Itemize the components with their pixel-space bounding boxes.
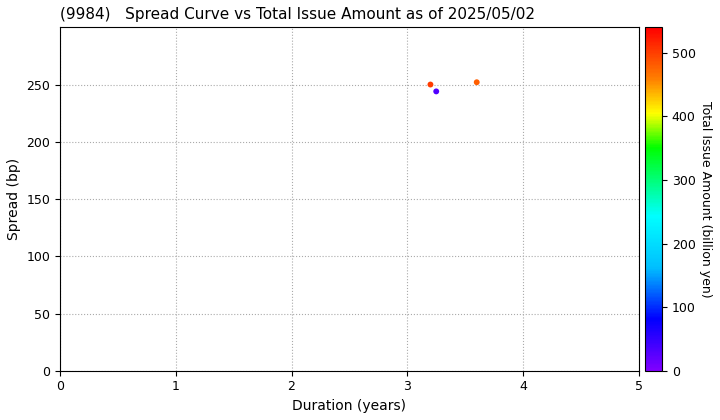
Point	[471, 79, 482, 86]
Y-axis label: Spread (bp): Spread (bp)	[7, 158, 21, 240]
Text: (9984)   Spread Curve vs Total Issue Amount as of 2025/05/02: (9984) Spread Curve vs Total Issue Amoun…	[60, 7, 535, 22]
Point	[425, 81, 436, 88]
Y-axis label: Total Issue Amount (billion yen): Total Issue Amount (billion yen)	[699, 101, 712, 297]
Point	[431, 88, 442, 95]
X-axis label: Duration (years): Duration (years)	[292, 399, 406, 413]
